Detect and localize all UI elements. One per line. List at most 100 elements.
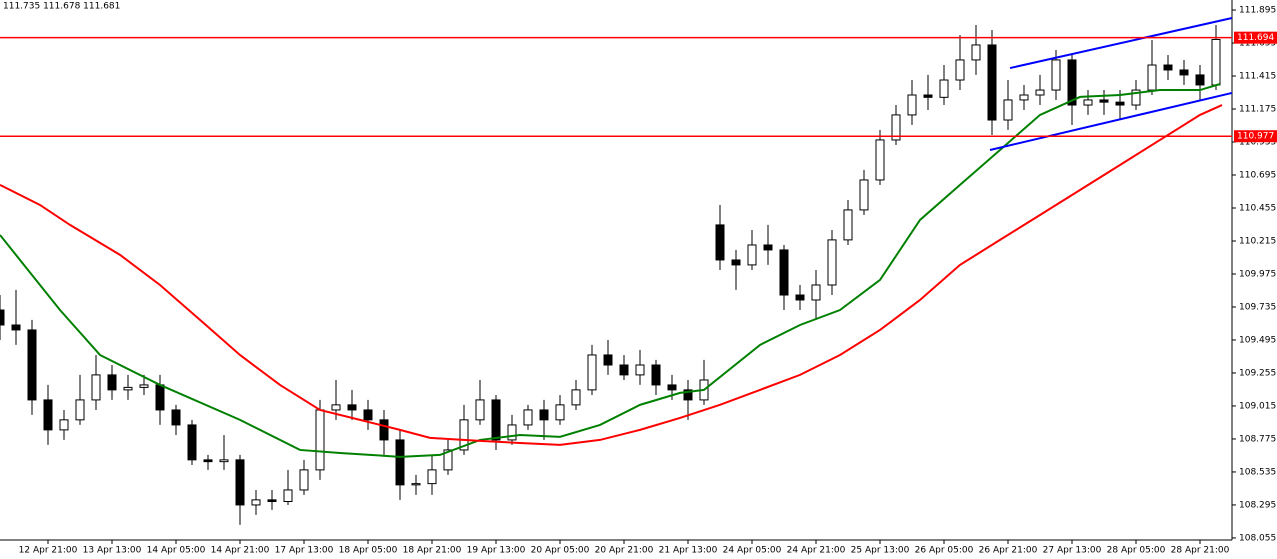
x-tick-label: 28 Apr 21:00 [1171,546,1230,556]
y-tick-label: 108.055 [1239,533,1276,543]
candle-body [667,384,677,391]
candle-body [507,424,517,441]
candle-body [491,399,501,441]
x-tick-label: 21 Apr 13:00 [659,546,718,556]
candle-body [523,409,533,426]
x-tick-label: 20 Apr 05:00 [531,546,590,556]
candle-body [219,459,229,463]
price-label-box [1234,31,1277,44]
candle-body [619,364,629,376]
candle-body [0,309,5,326]
candle-body [123,386,133,391]
x-tick-label: 13 Apr 13:00 [83,546,142,556]
candle-body [1147,64,1157,91]
y-tick-label: 109.495 [1239,335,1276,345]
candle-body [587,354,597,391]
candle-body [939,79,949,98]
candle-body [267,499,277,503]
y-tick-label: 110.215 [1239,236,1276,246]
candle-body [763,244,773,251]
candle-body [971,44,981,61]
indicator-line [0,83,1221,458]
candle-body [555,404,565,421]
price-label: 111.694 [1237,33,1274,43]
price-header: 111.735 111.678 111.681 [3,2,120,12]
y-tick-label: 109.975 [1239,269,1276,279]
candle-body [683,389,693,401]
y-tick-label: 108.295 [1239,500,1276,510]
price-label: 110.977 [1237,132,1274,142]
candle-body [875,139,885,181]
candle-body [427,469,437,485]
x-tick-label: 24 Apr 05:00 [723,546,782,556]
y-tick-label: 111.895 [1239,6,1276,16]
x-tick-label: 12 Apr 21:00 [19,546,78,556]
x-tick-label: 19 Apr 13:00 [467,546,526,556]
candle-body [155,384,165,411]
candle-body [747,244,757,266]
candle-body [923,94,933,98]
candle-body [459,419,469,451]
candle-body [635,364,645,376]
candle-body [251,499,261,506]
y-tick-label: 108.535 [1239,467,1276,477]
candle-body [235,459,245,506]
indicator-line [989,91,1233,151]
y-tick-label: 109.735 [1239,302,1276,312]
y-tick-label: 110.695 [1239,171,1276,181]
candle-body [795,294,805,301]
candle-body [411,483,421,486]
candle-body [331,404,341,411]
x-tick-label: 26 Apr 21:00 [979,546,1038,556]
candle-body [1083,99,1093,106]
candle-body [347,404,357,411]
candle-body [299,469,309,491]
candle-body [443,449,453,471]
candle-body [1051,59,1061,91]
candle-body [1211,38,1221,86]
y-tick-label: 109.255 [1239,368,1276,378]
candle-body [1163,64,1173,71]
y-tick-label: 111.175 [1239,105,1276,115]
candle-body [11,324,21,331]
y-tick-label: 110.935 [1239,138,1276,148]
candle-body [75,399,85,421]
candle-body [1179,69,1189,76]
indicator-line [0,104,1223,446]
candle-body [1067,59,1077,106]
candle-body [171,409,181,426]
candle-body [187,424,197,461]
x-tick-label: 25 Apr 13:00 [851,546,910,556]
x-tick-label: 14 Apr 05:00 [147,546,206,556]
candle-body [539,409,549,421]
candle-body [363,409,373,421]
candle-body [731,259,741,266]
candle-body [571,389,581,406]
candle-body [715,224,725,261]
candle-body [107,374,117,391]
candle-body [987,44,997,121]
candle-body [1131,89,1141,106]
candle-body [91,374,101,401]
candle-body [891,114,901,141]
x-tick-label: 27 Apr 13:00 [1043,546,1102,556]
x-tick-label: 26 Apr 05:00 [915,546,974,556]
y-tick-label: 108.775 [1239,434,1276,444]
candle-body [27,329,37,401]
candle-body [1019,94,1029,101]
y-tick-label: 110.455 [1239,203,1276,213]
candle-body [1035,89,1045,96]
candle-body [827,239,837,286]
candle-body [1195,74,1205,86]
candle-body [475,399,485,421]
candle-body [779,249,789,296]
x-tick-label: 20 Apr 21:00 [595,546,654,556]
candle-body [315,409,325,471]
candle-body [203,459,213,463]
candle-body [907,94,917,116]
price-label-box [1234,130,1277,143]
candle-body [1099,99,1109,103]
candle-body [843,209,853,241]
y-tick-label: 111.415 [1239,72,1276,82]
candle-body [603,354,613,366]
